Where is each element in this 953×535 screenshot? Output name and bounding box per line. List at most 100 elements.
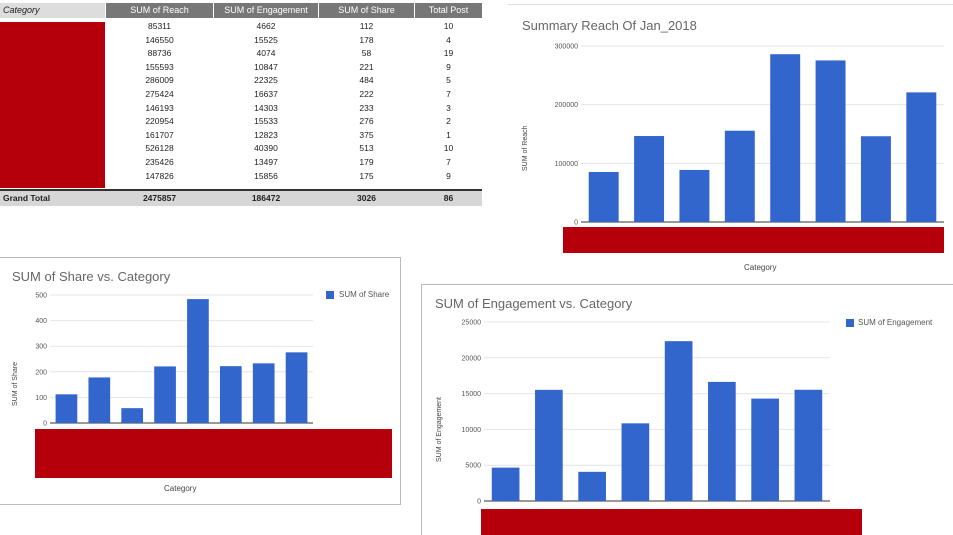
pivot-cell-reach[interactable]: 286009 xyxy=(145,75,174,86)
y-tick-label: 15000 xyxy=(462,391,482,398)
bar[interactable] xyxy=(679,169,710,222)
header-share[interactable]: SUM of Share xyxy=(319,3,415,18)
bar[interactable] xyxy=(634,136,665,222)
header-engagement-label: SUM of Engagement xyxy=(224,5,308,15)
pivot-cell-posts[interactable]: 19 xyxy=(443,48,454,59)
pivot-cell-share[interactable]: 233 xyxy=(359,102,374,113)
pivot-cell-reach[interactable]: 85311 xyxy=(147,21,171,31)
pivot-cell-reach[interactable]: 155593 xyxy=(145,61,174,72)
pivot-cell-posts[interactable]: 1 xyxy=(446,129,451,140)
engagement-chart[interactable]: SUM of Engagement vs. Category SUM of En… xyxy=(421,284,953,535)
y-tick-label: 200 xyxy=(35,369,47,376)
pivot-cell-engagement[interactable]: 10847 xyxy=(254,61,278,72)
pivot-cell-posts[interactable]: 9 xyxy=(446,61,451,72)
pivot-cell-reach[interactable]: 146550 xyxy=(145,34,174,45)
pivot-cell-share[interactable]: 178 xyxy=(359,34,374,45)
pivot-cell-reach[interactable]: 275424 xyxy=(145,89,174,99)
grand-total-row[interactable]: Grand Total 2475857 186472 3026 86 xyxy=(0,189,482,206)
reach-chart-title: Summary Reach Of Jan_2018 xyxy=(522,18,697,33)
bar[interactable] xyxy=(794,389,823,501)
bar[interactable] xyxy=(252,363,275,423)
bar[interactable] xyxy=(770,54,801,222)
redacted-category-labels xyxy=(481,509,862,535)
pivot-cell-share[interactable]: 221 xyxy=(359,61,374,72)
bar[interactable] xyxy=(491,467,520,501)
bar[interactable] xyxy=(55,394,78,423)
pivot-cell-share[interactable]: 58 xyxy=(361,48,372,59)
grand-total-label: Grand Total xyxy=(3,193,51,203)
header-category[interactable]: Category xyxy=(0,3,106,18)
pivot-cell-engagement[interactable]: 13497 xyxy=(254,157,278,167)
pivot-cell-posts[interactable]: 7 xyxy=(446,157,451,167)
pivot-cell-engagement[interactable]: 15525 xyxy=(254,34,278,45)
share-legend-label[interactable]: SUM of Share xyxy=(339,290,390,299)
pivot-cell-reach[interactable]: 235426 xyxy=(145,157,174,167)
pivot-cell-reach[interactable]: 220954 xyxy=(145,116,174,127)
bar[interactable] xyxy=(906,92,937,222)
engagement-y-axis-title: SUM of Engagement xyxy=(436,397,443,462)
bar[interactable] xyxy=(621,423,650,501)
pivot-cell-share[interactable]: 513 xyxy=(359,143,374,154)
pivot-cell-posts[interactable]: 2 xyxy=(446,116,451,127)
share-chart[interactable]: SUM of Share vs. Category SUM of Share 0… xyxy=(0,257,401,505)
header-reach[interactable]: SUM of Reach xyxy=(106,3,214,18)
pivot-cell-posts[interactable]: 9 xyxy=(446,170,451,181)
share-x-axis-title: Category xyxy=(164,484,197,493)
pivot-cell-engagement[interactable]: 22325 xyxy=(254,75,278,86)
bar[interactable] xyxy=(535,389,563,501)
pivot-cell-share[interactable]: 175 xyxy=(359,170,374,181)
reach-chart[interactable]: Summary Reach Of Jan_2018 0 100000 200000 3… xyxy=(508,4,953,277)
bar[interactable] xyxy=(664,341,693,501)
share-chart-plot: 0 100 200 300 400 500 xyxy=(35,293,313,428)
bar[interactable] xyxy=(285,352,308,423)
pivot-cell-posts[interactable]: 7 xyxy=(446,89,451,99)
pivot-cell-engagement[interactable]: 14303 xyxy=(254,102,278,113)
y-tick-label: 10000 xyxy=(462,427,482,434)
share-y-axis-title: SUM of Share xyxy=(12,362,19,406)
y-tick-label: 300000 xyxy=(555,44,578,51)
header-posts[interactable]: Total Post xyxy=(415,3,483,18)
bar[interactable] xyxy=(724,130,755,222)
pivot-cell-engagement[interactable]: 15856 xyxy=(254,170,278,181)
pivot-cell-reach[interactable]: 526128 xyxy=(145,143,174,154)
bar[interactable] xyxy=(88,377,111,423)
pivot-cell-share[interactable]: 112 xyxy=(359,21,374,31)
bar[interactable] xyxy=(121,408,144,423)
header-posts-label: Total Post xyxy=(428,5,469,15)
pivot-cell-posts[interactable]: 5 xyxy=(446,75,451,86)
pivot-cell-reach[interactable]: 161707 xyxy=(145,129,174,140)
bar[interactable] xyxy=(860,136,891,222)
pivot-cell-share[interactable]: 276 xyxy=(359,116,374,127)
bar[interactable] xyxy=(815,60,846,222)
pivot-cell-posts[interactable]: 10 xyxy=(443,21,454,31)
bar[interactable] xyxy=(588,171,619,222)
pivot-cell-share[interactable]: 179 xyxy=(359,157,374,167)
y-tick-label: 25000 xyxy=(462,320,482,327)
engagement-legend-label[interactable]: SUM of Engagement xyxy=(858,318,933,327)
bar[interactable] xyxy=(708,381,736,501)
bar[interactable] xyxy=(154,366,176,423)
bar[interactable] xyxy=(751,398,779,501)
bar[interactable] xyxy=(219,366,242,423)
pivot-cell-engagement[interactable]: 12823 xyxy=(254,129,278,140)
bar[interactable] xyxy=(187,299,209,423)
pivot-cell-engagement[interactable]: 4074 xyxy=(256,48,276,59)
pivot-cell-reach[interactable]: 147826 xyxy=(145,170,174,181)
y-tick-label: 0 xyxy=(43,421,47,428)
bar[interactable] xyxy=(578,471,606,501)
pivot-cell-share[interactable]: 484 xyxy=(359,75,374,86)
reach-y-axis-title: SUM of Reach xyxy=(522,125,529,171)
pivot-cell-engagement[interactable]: 16637 xyxy=(254,89,278,99)
pivot-cell-posts[interactable]: 3 xyxy=(446,102,451,113)
pivot-cell-share[interactable]: 375 xyxy=(359,129,374,140)
header-engagement[interactable]: SUM of Engagement xyxy=(214,3,319,18)
pivot-cell-engagement[interactable]: 4662 xyxy=(256,21,276,31)
pivot-cell-engagement[interactable]: 40390 xyxy=(254,143,278,154)
pivot-cell-posts[interactable]: 10 xyxy=(443,143,454,154)
header-share-label: SUM of Share xyxy=(338,5,395,15)
pivot-cell-posts[interactable]: 4 xyxy=(446,34,451,45)
pivot-cell-engagement[interactable]: 15533 xyxy=(254,116,278,127)
pivot-cell-share[interactable]: 222 xyxy=(359,89,374,99)
pivot-cell-reach[interactable]: 146193 xyxy=(145,102,174,113)
pivot-cell-reach[interactable]: 88736 xyxy=(147,48,172,59)
